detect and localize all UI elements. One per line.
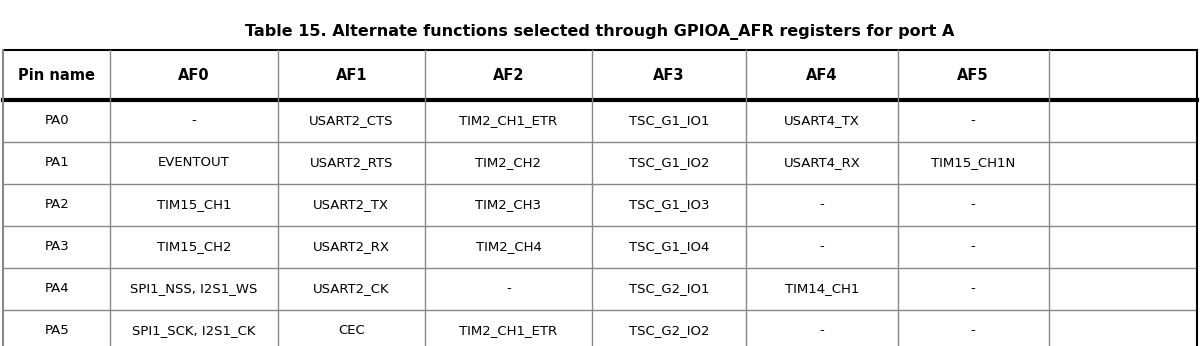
Text: Pin name: Pin name [18,67,95,82]
Text: USART2_CK: USART2_CK [313,282,390,295]
Text: TSC_G2_IO2: TSC_G2_IO2 [629,325,709,337]
Text: PA1: PA1 [44,156,70,170]
Text: AF0: AF0 [179,67,210,82]
Text: TSC_G1_IO1: TSC_G1_IO1 [629,115,709,127]
Text: TIM2_CH1_ETR: TIM2_CH1_ETR [460,115,558,127]
Bar [2,50,1198,100]
Text: TIM15_CH1: TIM15_CH1 [157,199,232,211]
Text: -: - [820,325,824,337]
Text: AF3: AF3 [654,67,685,82]
Text: PA3: PA3 [44,240,70,254]
Text: TIM14_CH1: TIM14_CH1 [785,282,859,295]
Text: TIM2_CH2: TIM2_CH2 [475,156,541,170]
Text: USART2_TX: USART2_TX [313,199,389,211]
Text: AF2: AF2 [493,67,524,82]
Text: -: - [820,240,824,254]
Text: AF4: AF4 [806,67,838,82]
Text: -: - [971,325,976,337]
Text: -: - [971,199,976,211]
Text: TSC_G1_IO3: TSC_G1_IO3 [629,199,709,211]
Text: TSC_G1_IO2: TSC_G1_IO2 [629,156,709,170]
Text: PA0: PA0 [44,115,70,127]
Text: SPI1_NSS, I2S1_WS: SPI1_NSS, I2S1_WS [131,282,258,295]
Text: EVENTOUT: EVENTOUT [158,156,230,170]
Text: TIM2_CH3: TIM2_CH3 [475,199,541,211]
Text: PA4: PA4 [44,282,70,295]
Text: SPI1_SCK, I2S1_CK: SPI1_SCK, I2S1_CK [132,325,256,337]
Text: -: - [192,115,197,127]
Text: USART2_RTS: USART2_RTS [310,156,392,170]
Text: -: - [971,115,976,127]
Text: TSC_G2_IO1: TSC_G2_IO1 [629,282,709,295]
Text: AF1: AF1 [336,67,367,82]
Text: TIM15_CH1N: TIM15_CH1N [931,156,1015,170]
Text: -: - [971,282,976,295]
Text: -: - [506,282,511,295]
Text: USART2_RX: USART2_RX [313,240,390,254]
Text: PA5: PA5 [44,325,70,337]
Text: TIM2_CH1_ETR: TIM2_CH1_ETR [460,325,558,337]
Text: TIM15_CH2: TIM15_CH2 [157,240,232,254]
Text: USART2_CTS: USART2_CTS [310,115,394,127]
Text: -: - [820,199,824,211]
Text: PA2: PA2 [44,199,70,211]
Text: AF5: AF5 [958,67,989,82]
Text: USART4_RX: USART4_RX [784,156,860,170]
Text: USART4_TX: USART4_TX [784,115,860,127]
Text: CEC: CEC [338,325,365,337]
Text: TIM2_CH4: TIM2_CH4 [475,240,541,254]
Text: -: - [971,240,976,254]
Text: TSC_G1_IO4: TSC_G1_IO4 [629,240,709,254]
Text: Table 15. Alternate functions selected through GPIOA_AFR registers for port A: Table 15. Alternate functions selected t… [245,24,955,40]
